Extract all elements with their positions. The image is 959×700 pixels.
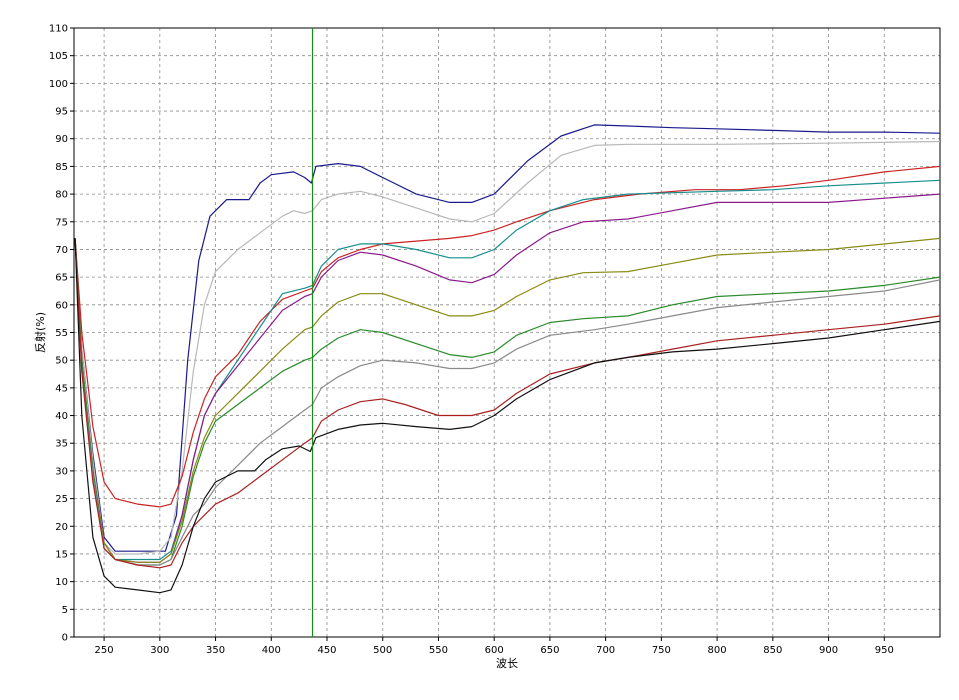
y-tick-label: 80 <box>55 190 68 201</box>
y-tick-label: 85 <box>55 162 68 173</box>
x-tick-label: 800 <box>708 645 727 656</box>
y-tick-label: 25 <box>55 494 68 505</box>
series-line-8 <box>74 238 941 566</box>
y-tick-label: 35 <box>55 439 68 450</box>
series-line-1 <box>74 124 941 552</box>
x-tick-label: 600 <box>485 645 504 656</box>
x-tick-labels: 250 300 350 400 450 500 550 600 650 700 750 800 850 9… <box>95 637 894 656</box>
y-tick-label: 95 <box>55 107 68 118</box>
y-tick-label: 20 <box>55 522 68 533</box>
y-tick-label: 65 <box>55 273 68 284</box>
y-tick-label: 90 <box>55 134 68 145</box>
series-line-6 <box>74 237 941 563</box>
series-line-2 <box>74 140 941 555</box>
x-tick-label: 950 <box>875 645 894 656</box>
x-tick-label: 550 <box>429 645 448 656</box>
x-tick-label: 350 <box>206 645 225 656</box>
x-tick-label: 850 <box>763 645 782 656</box>
grid-lines <box>74 28 940 637</box>
y-axis-label: 反射(%) <box>33 312 47 353</box>
x-tick-label: 250 <box>95 645 114 656</box>
y-tick-label: 15 <box>55 549 68 560</box>
x-axis-label: 波长 <box>496 657 518 670</box>
y-tick-label: 0 <box>62 633 68 644</box>
y-tick-label: 60 <box>55 300 68 311</box>
y-tick-label: 70 <box>55 245 68 256</box>
x-tick-label: 700 <box>596 645 615 656</box>
y-tick-labels: 0 5 10 15 20 25 30 35 40 45 50 55 60 65 70 75 80 85 90 95 10… <box>49 24 74 644</box>
y-tick-label: 75 <box>55 217 68 228</box>
y-tick-label: 5 <box>62 605 68 616</box>
x-tick-label: 750 <box>652 645 671 656</box>
x-tick-label: 900 <box>819 645 838 656</box>
x-tick-label: 400 <box>262 645 281 656</box>
y-tick-label: 55 <box>55 328 68 339</box>
series-layer <box>74 124 941 594</box>
x-tick-label: 500 <box>373 645 392 656</box>
y-tick-label: 105 <box>49 51 68 62</box>
x-tick-label: 300 <box>150 645 169 656</box>
y-tick-label: 40 <box>55 411 68 422</box>
y-tick-label: 100 <box>49 79 68 90</box>
y-tick-label: 45 <box>55 383 68 394</box>
y-tick-label: 110 <box>49 24 68 35</box>
y-tick-label: 10 <box>55 577 68 588</box>
series-line-9 <box>74 238 941 569</box>
x-tick-label: 650 <box>540 645 559 656</box>
y-tick-label: 50 <box>55 356 68 367</box>
x-tick-label: 450 <box>317 645 336 656</box>
y-tick-label: 30 <box>55 466 68 477</box>
